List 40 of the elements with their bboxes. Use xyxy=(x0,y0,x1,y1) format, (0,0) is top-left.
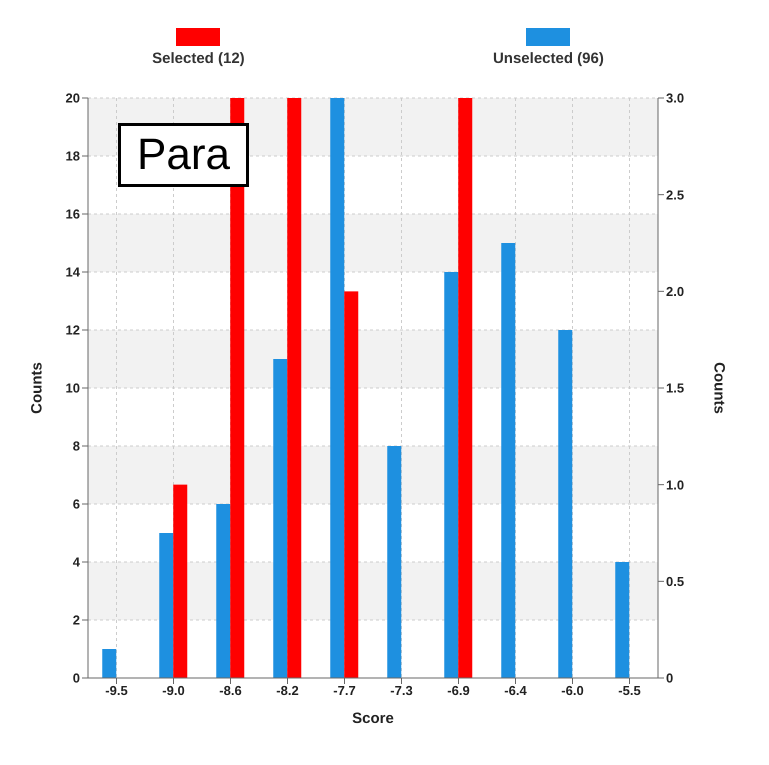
y-tick-label: 2 xyxy=(72,612,80,628)
y2-axis-title: Counts xyxy=(710,362,728,414)
y-tick-label: 10 xyxy=(66,380,80,396)
bar xyxy=(615,562,630,678)
legend-label: Unselected (96) xyxy=(492,50,604,67)
x-tick-label: -6.4 xyxy=(504,683,528,698)
y-tick-label: 12 xyxy=(66,322,80,338)
bar xyxy=(558,330,572,678)
y2-tick-label: 0.5 xyxy=(666,574,684,589)
y2-tick-label: 1.5 xyxy=(666,380,684,396)
bar xyxy=(216,504,230,678)
x-tick-label: -6.9 xyxy=(447,683,470,698)
x-tick-label: -7.3 xyxy=(390,683,413,698)
bar xyxy=(387,446,402,678)
y-tick-label: 14 xyxy=(66,264,81,280)
y-tick-label: 4 xyxy=(72,554,81,570)
bar xyxy=(102,649,116,678)
y-tick-label: 8 xyxy=(72,438,80,454)
y-tick-label: 0 xyxy=(72,670,80,686)
x-tick-label: -8.2 xyxy=(276,683,299,698)
x-tick-label: -9.5 xyxy=(105,683,128,698)
y-tick-label: 6 xyxy=(72,496,80,512)
x-tick-label: -5.5 xyxy=(618,683,641,698)
legend-label: Selected (12) xyxy=(152,50,245,67)
y-tick-label: 18 xyxy=(66,148,80,164)
x-tick-label: -8.6 xyxy=(219,683,242,698)
y2-tick-label: 2.5 xyxy=(666,187,684,202)
y-tick-label: 20 xyxy=(66,90,80,106)
annotation: Para xyxy=(118,123,249,187)
x-tick-label: -6.0 xyxy=(561,683,584,698)
bar xyxy=(501,243,516,678)
y2-tick-label: 0 xyxy=(666,670,674,686)
y-axis-title: Counts xyxy=(28,362,46,414)
y2-tick-label: 3.0 xyxy=(666,90,684,106)
x-axis-title: Score xyxy=(352,710,394,727)
y-tick-label: 16 xyxy=(66,206,80,222)
x-tick-label: -7.7 xyxy=(333,683,356,698)
x-tick-label: -9.0 xyxy=(162,683,185,698)
y2-tick-label: 1.0 xyxy=(666,477,684,492)
y2-tick-label: 2.0 xyxy=(666,284,684,299)
